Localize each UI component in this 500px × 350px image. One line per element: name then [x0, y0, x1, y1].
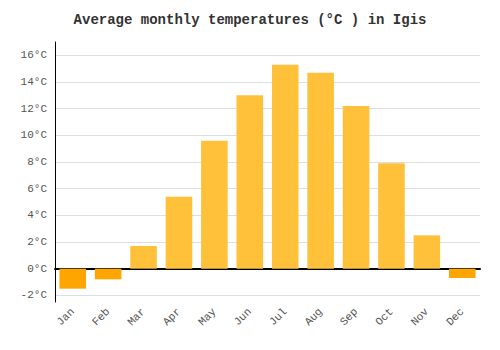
svg-text:14°C: 14°C: [21, 76, 48, 88]
svg-text:-2°C: -2°C: [21, 289, 48, 301]
svg-text:May: May: [196, 305, 219, 328]
svg-text:4°C: 4°C: [27, 209, 47, 221]
svg-text:0°C: 0°C: [27, 263, 47, 275]
svg-text:16°C: 16°C: [21, 49, 48, 61]
svg-text:Sep: Sep: [338, 306, 360, 328]
svg-text:6°C: 6°C: [27, 183, 47, 195]
svg-text:Dec: Dec: [444, 306, 466, 328]
svg-text:Nov: Nov: [409, 305, 432, 328]
svg-text:Mar: Mar: [125, 306, 147, 328]
svg-text:8°C: 8°C: [27, 156, 47, 168]
svg-text:12°C: 12°C: [21, 103, 48, 115]
svg-text:Apr: Apr: [161, 306, 183, 328]
svg-text:Aug: Aug: [302, 306, 324, 328]
svg-text:Jul: Jul: [267, 306, 289, 328]
svg-text:Jun: Jun: [232, 306, 254, 328]
svg-text:2°C: 2°C: [27, 236, 47, 248]
svg-text:Jan: Jan: [54, 306, 76, 328]
svg-text:Oct: Oct: [373, 306, 395, 328]
svg-text:Feb: Feb: [90, 306, 112, 328]
svg-text:10°C: 10°C: [21, 129, 48, 141]
svg-text:Average monthly temperatures (: Average monthly temperatures (°C ) in Ig…: [74, 12, 427, 28]
